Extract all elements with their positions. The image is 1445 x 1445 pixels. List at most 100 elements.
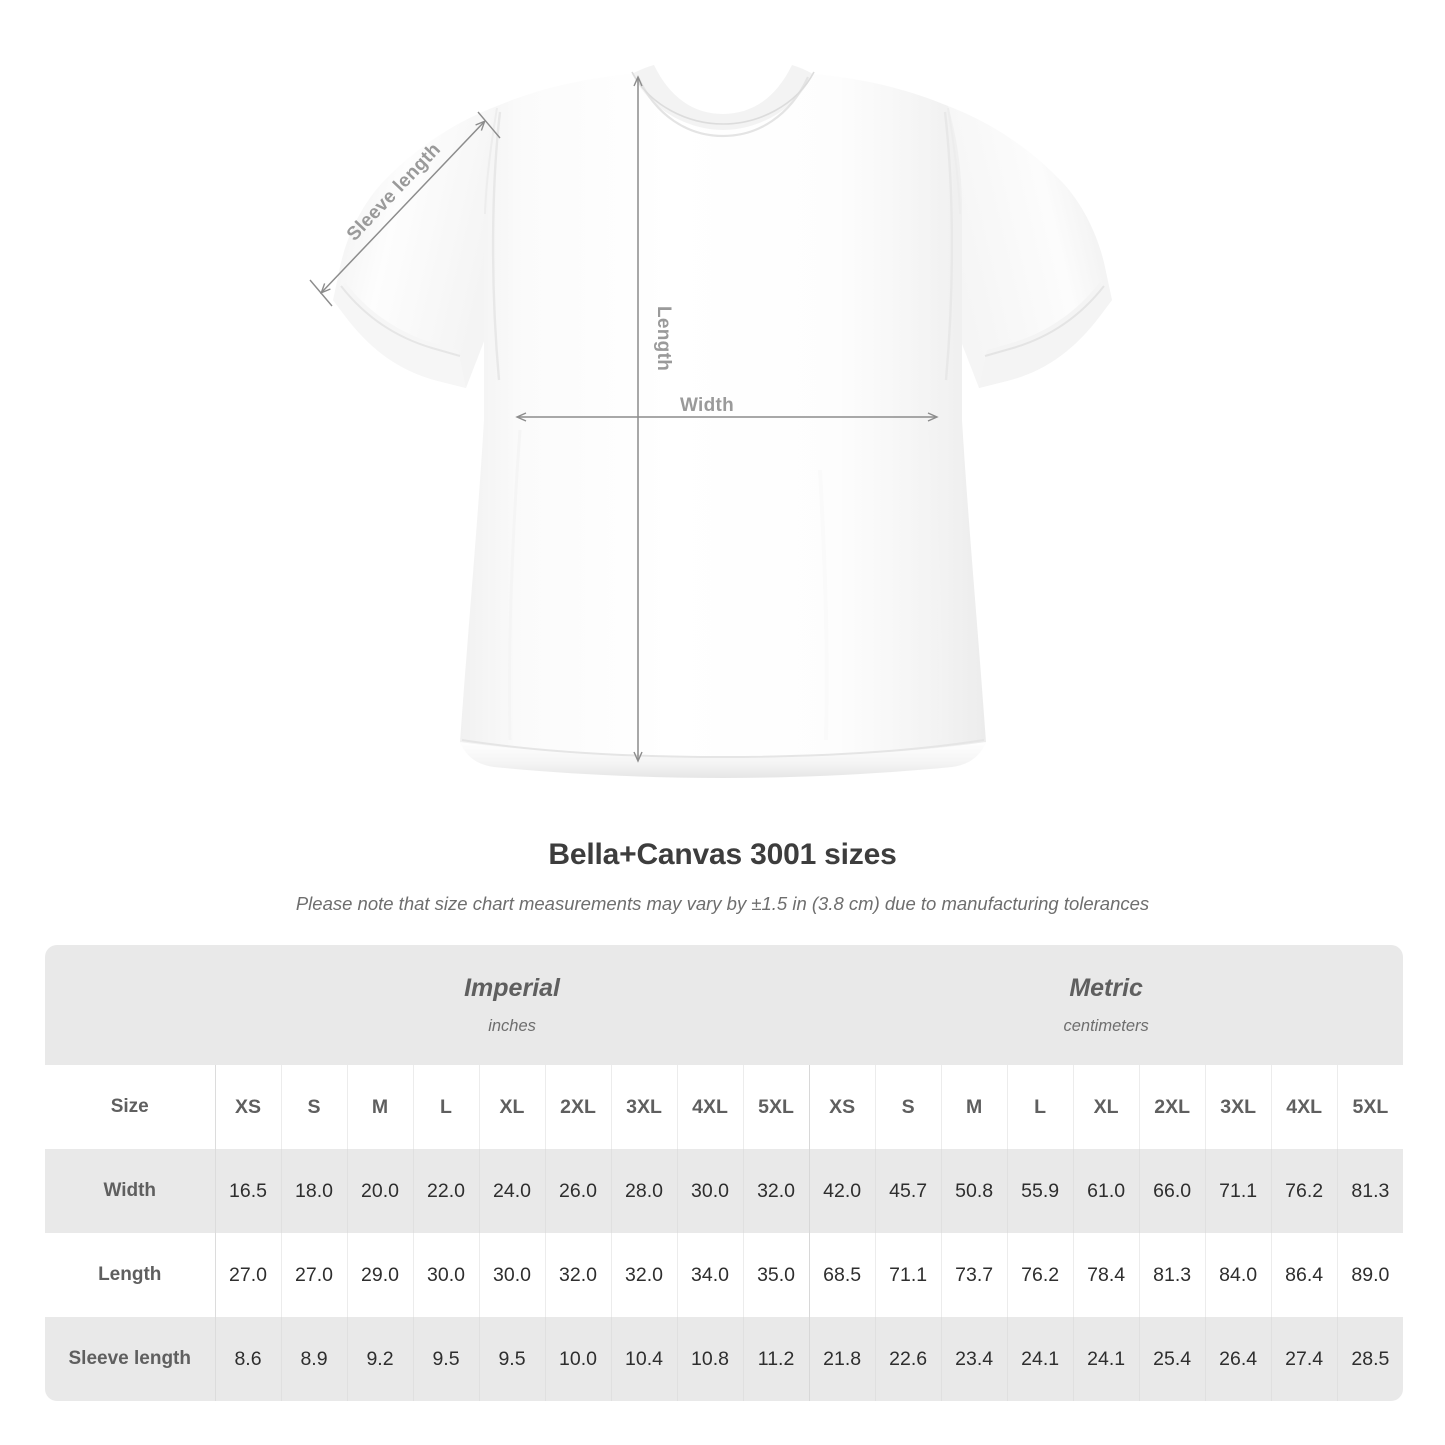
col-header-metric-3xl: 3XL xyxy=(1204,1065,1272,1149)
table-row: Width 16.5 18.0 20.0 22.0 24.0 26.0 28.0… xyxy=(45,1149,1404,1233)
unit-metric-name: Metric xyxy=(1069,974,1143,1003)
col-header-imperial-s: S xyxy=(280,1065,347,1149)
col-header-metric-m: M xyxy=(940,1065,1008,1149)
cell-width-imperial-2xl: 26.0 xyxy=(544,1149,611,1233)
tshirt-bottom-hem xyxy=(460,742,986,778)
size-chart-table-wrap: Imperial inches Metric centimeters Size … xyxy=(45,945,1404,1401)
cell-sleeve-metric-xl: 24.1 xyxy=(1072,1317,1140,1401)
col-header-imperial-l: L xyxy=(412,1065,479,1149)
cell-length-metric-3xl: 84.0 xyxy=(1204,1233,1272,1317)
cell-width-imperial-m: 20.0 xyxy=(346,1149,413,1233)
unit-imperial-cell: Imperial inches xyxy=(215,945,810,1065)
cell-length-metric-s: 71.1 xyxy=(874,1233,942,1317)
page-title: Bella+Canvas 3001 sizes xyxy=(548,838,897,871)
col-header-metric-2xl: 2XL xyxy=(1138,1065,1206,1149)
heading-block: Bella+Canvas 3001 sizes Please note that… xyxy=(0,838,1445,915)
cell-sleeve-metric-m: 23.4 xyxy=(940,1317,1008,1401)
col-header-metric-xl: XL xyxy=(1072,1065,1140,1149)
tshirt-collar-outer-seam xyxy=(631,71,815,125)
tshirt-right-armhole-seam xyxy=(943,111,954,381)
col-header-imperial-xs: XS xyxy=(214,1065,281,1149)
sleeve-length-arrow xyxy=(320,120,486,294)
col-header-metric-4xl: 4XL xyxy=(1270,1065,1338,1149)
cell-length-metric-4xl: 86.4 xyxy=(1270,1233,1338,1317)
tshirt-left-cuff-seam xyxy=(340,285,461,357)
cell-width-metric-m: 50.8 xyxy=(940,1149,1008,1233)
cell-width-metric-3xl: 71.1 xyxy=(1204,1149,1272,1233)
cell-length-imperial-2xl: 32.0 xyxy=(544,1233,611,1317)
col-header-imperial-m: M xyxy=(346,1065,413,1149)
cell-width-metric-5xl: 81.3 xyxy=(1336,1149,1404,1233)
cell-length-imperial-5xl: 35.0 xyxy=(742,1233,810,1317)
cell-length-imperial-m: 29.0 xyxy=(346,1233,413,1317)
tshirt-right-cuff-seam xyxy=(984,285,1105,357)
unit-metric-sub: centimeters xyxy=(1063,1016,1149,1035)
table-header-row: Size XS S M L XL 2XL 3XL 4XL 5XL XS S M … xyxy=(45,1065,1404,1149)
col-header-metric-l: L xyxy=(1006,1065,1074,1149)
tolerance-note: Please note that size chart measurements… xyxy=(295,893,1150,914)
cell-length-imperial-s: 27.0 xyxy=(280,1233,347,1317)
cell-width-metric-xl: 61.0 xyxy=(1072,1149,1140,1233)
col-header-imperial-2xl: 2XL xyxy=(544,1065,611,1149)
row-label-sleeve-length: Sleeve length xyxy=(45,1317,215,1401)
cell-width-metric-xs: 42.0 xyxy=(808,1149,876,1233)
tshirt-illustration xyxy=(333,65,1112,778)
length-label: Length xyxy=(653,306,674,371)
tshirt-fold-center xyxy=(818,469,829,741)
width-dimension: Width xyxy=(515,395,939,422)
cell-sleeve-imperial-xl: 9.5 xyxy=(478,1317,545,1401)
sleeve-length-tick-top xyxy=(477,111,501,139)
unit-imperial-sub: inches xyxy=(488,1016,536,1035)
cell-length-metric-xl: 78.4 xyxy=(1072,1233,1140,1317)
unit-metric-cell: Metric centimeters xyxy=(809,945,1404,1065)
cell-sleeve-imperial-5xl: 11.2 xyxy=(742,1317,810,1401)
cell-sleeve-metric-2xl: 25.4 xyxy=(1138,1317,1206,1401)
tshirt-fold-right xyxy=(928,429,943,741)
cell-sleeve-imperial-4xl: 10.8 xyxy=(676,1317,743,1401)
row-label-size: Size xyxy=(45,1065,215,1149)
row-label-length: Length xyxy=(45,1233,215,1317)
tshirt-right-shoulder-seam xyxy=(947,107,961,215)
cell-width-metric-4xl: 76.2 xyxy=(1270,1149,1338,1233)
col-header-metric-s: S xyxy=(874,1065,942,1149)
cell-length-metric-5xl: 89.0 xyxy=(1336,1233,1404,1317)
cell-width-metric-s: 45.7 xyxy=(874,1149,942,1233)
tshirt-hem-seam xyxy=(461,739,985,759)
cell-width-imperial-s: 18.0 xyxy=(280,1149,347,1233)
cell-sleeve-metric-xs: 21.8 xyxy=(808,1317,876,1401)
cell-length-metric-xs: 68.5 xyxy=(808,1233,876,1317)
tshirt-body xyxy=(460,74,986,777)
cell-width-imperial-3xl: 28.0 xyxy=(610,1149,677,1233)
cell-length-imperial-l: 30.0 xyxy=(412,1233,479,1317)
cell-sleeve-metric-l: 24.1 xyxy=(1006,1317,1074,1401)
col-header-imperial-4xl: 4XL xyxy=(676,1065,743,1149)
cell-sleeve-imperial-m: 9.2 xyxy=(346,1317,413,1401)
cell-width-imperial-l: 22.0 xyxy=(412,1149,479,1233)
col-header-imperial-xl: XL xyxy=(478,1065,545,1149)
cell-sleeve-metric-s: 22.6 xyxy=(874,1317,942,1401)
cell-width-metric-l: 55.9 xyxy=(1006,1149,1074,1233)
cell-length-imperial-xs: 27.0 xyxy=(214,1233,281,1317)
row-label-width: Width xyxy=(45,1149,215,1233)
tshirt-fold-left xyxy=(507,429,522,741)
cell-length-metric-2xl: 81.3 xyxy=(1138,1233,1206,1317)
cell-length-imperial-3xl: 32.0 xyxy=(610,1233,677,1317)
col-header-imperial-3xl: 3XL xyxy=(610,1065,677,1149)
table-row: Sleeve length 8.6 8.9 9.2 9.5 9.5 10.0 1… xyxy=(45,1317,1404,1401)
unit-system-band: Imperial inches Metric centimeters xyxy=(45,945,1404,1065)
cell-width-imperial-xs: 16.5 xyxy=(214,1149,281,1233)
cell-sleeve-metric-5xl: 28.5 xyxy=(1336,1317,1404,1401)
cell-sleeve-imperial-l: 9.5 xyxy=(412,1317,479,1401)
cell-length-imperial-xl: 30.0 xyxy=(478,1233,545,1317)
cell-length-metric-l: 76.2 xyxy=(1006,1233,1074,1317)
col-header-imperial-5xl: 5XL xyxy=(742,1065,810,1149)
cell-sleeve-imperial-3xl: 10.4 xyxy=(610,1317,677,1401)
width-label: Width xyxy=(680,395,734,416)
unit-band-spacer xyxy=(45,945,215,1065)
cell-length-imperial-4xl: 34.0 xyxy=(676,1233,743,1317)
tshirt-left-armhole-seam xyxy=(491,111,502,381)
tshirt-collar-inner-seam xyxy=(637,76,809,138)
cell-width-imperial-xl: 24.0 xyxy=(478,1149,545,1233)
unit-imperial-name: Imperial xyxy=(464,974,560,1003)
cell-sleeve-metric-4xl: 27.4 xyxy=(1270,1317,1338,1401)
